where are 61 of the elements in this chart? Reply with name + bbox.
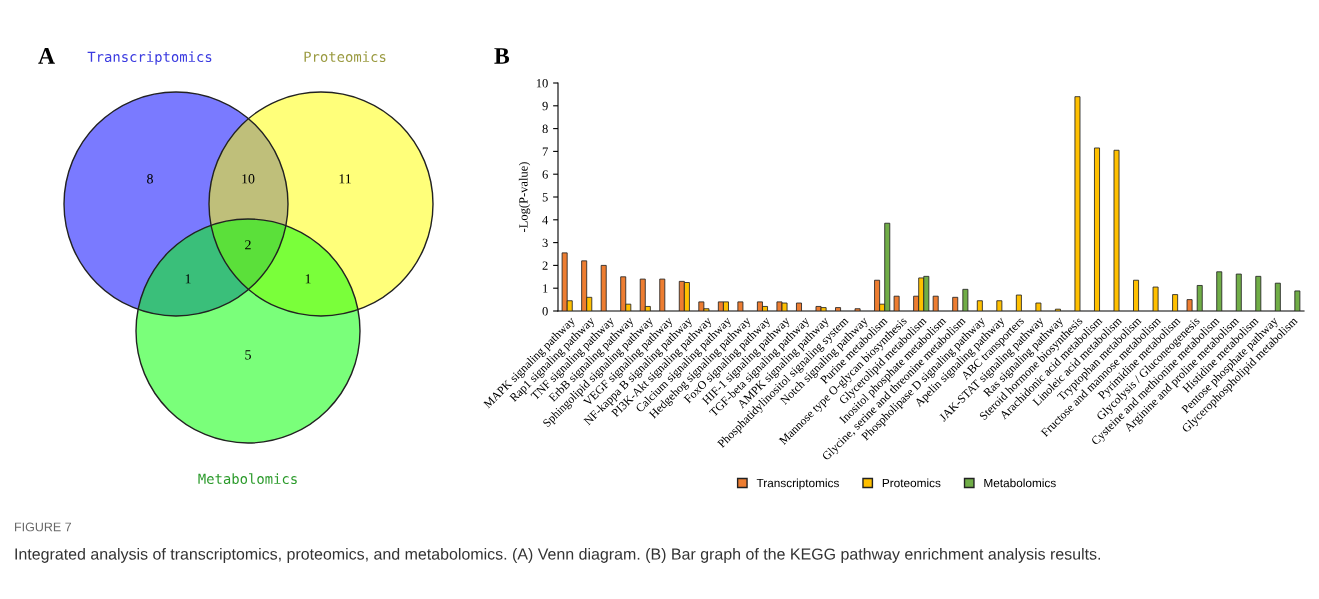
bar — [796, 302, 802, 311]
bar — [1255, 275, 1262, 311]
bar — [1196, 285, 1203, 311]
bar — [659, 278, 666, 311]
y-tick-label: 7 — [542, 147, 548, 156]
text: 5 — [245, 350, 251, 360]
bar — [962, 288, 969, 311]
bar — [737, 301, 744, 311]
legend-label: Metabolomics — [984, 478, 1056, 488]
bar — [976, 300, 983, 311]
bar — [1015, 294, 1022, 311]
bar — [1133, 279, 1140, 311]
bar — [683, 282, 690, 311]
text: 1 — [185, 274, 191, 284]
y-tick-label: 2 — [542, 261, 548, 270]
text: Transcriptomics — [87, 51, 212, 65]
text: 8 — [147, 174, 153, 184]
text: 1 — [305, 274, 311, 284]
y-tick-label: 9 — [542, 101, 548, 111]
bar — [1094, 147, 1100, 311]
bar — [1274, 282, 1281, 311]
y-tick-label: 5 — [542, 193, 548, 202]
y-tick-label: 3 — [542, 238, 548, 248]
bar — [874, 279, 881, 311]
y-tick-label: 1 — [543, 284, 548, 293]
text: A — [38, 48, 55, 64]
bar — [620, 276, 627, 311]
chart-title: B — [494, 48, 510, 64]
text: 11 — [339, 174, 351, 184]
bar — [600, 264, 607, 311]
bar — [1113, 149, 1120, 311]
bar — [1172, 294, 1179, 311]
bar — [893, 295, 900, 311]
bar — [996, 300, 1003, 311]
text: Proteomics — [304, 51, 386, 63]
bar — [1216, 271, 1223, 311]
y-tick-label: 6 — [542, 170, 548, 179]
bar — [1074, 96, 1081, 311]
bar — [581, 260, 588, 311]
text: 2 — [245, 240, 251, 250]
text: 10 — [242, 174, 255, 184]
y-tick-label: 10 — [536, 79, 548, 88]
bar — [932, 295, 939, 311]
caption: FIGURE 7 — [15, 522, 72, 532]
bar — [854, 308, 861, 311]
text: Integrated analysis of transcriptomics, proteomics, and metabolomics. (A) Venn diagram. (B) Bar graph of the KEGG pathway enrichment analysis results. — [15, 548, 1101, 563]
text: Metabolomics — [198, 473, 297, 485]
y-tick-label: 8 — [542, 124, 548, 134]
bar — [1235, 273, 1242, 311]
bar — [835, 307, 841, 311]
legend-label: Proteomics — [882, 478, 941, 488]
y-tick-label: 4 — [542, 215, 549, 225]
bar — [1294, 290, 1301, 311]
bar — [722, 301, 729, 311]
bar — [1186, 299, 1193, 311]
y-tick-label: 0 — [542, 307, 548, 316]
y-axis-title: -Log(P-value) — [518, 162, 531, 232]
bar — [952, 296, 959, 311]
bar — [1035, 302, 1042, 311]
bar — [1152, 286, 1159, 311]
legend-label: Transcriptomics — [756, 478, 839, 490]
